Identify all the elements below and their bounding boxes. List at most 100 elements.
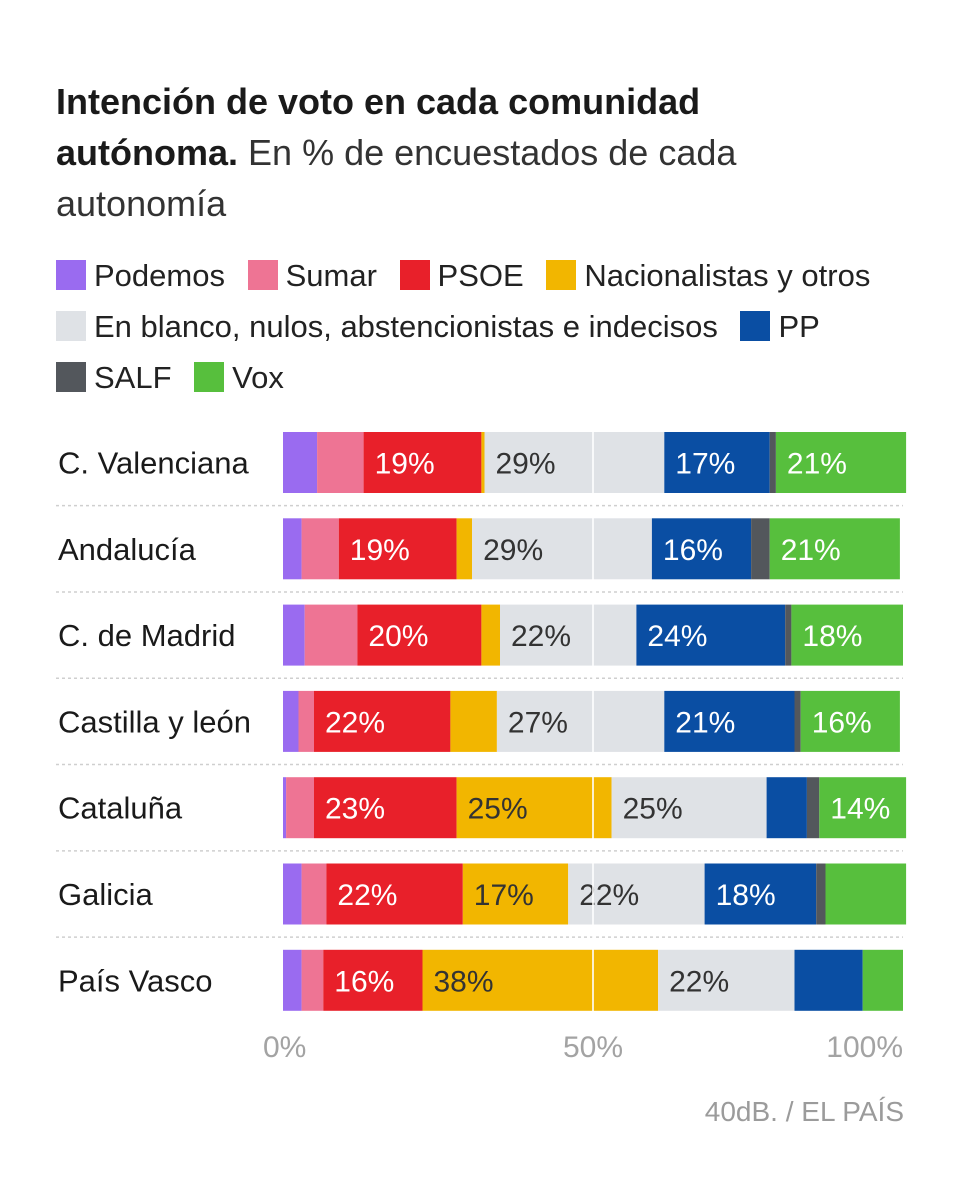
bar-segment-pp [664, 432, 770, 493]
data-label: 19% [375, 448, 435, 481]
legend-swatch [56, 260, 86, 290]
bar-segment-nacionalistas-y-otros [481, 604, 500, 666]
bar-segment-vox [800, 690, 900, 752]
bar-segment-psoe [314, 690, 451, 752]
legend-swatch [56, 311, 86, 341]
bar-segment-pp [664, 690, 795, 752]
bar-segment-podemos [283, 690, 299, 752]
x-tick-label: 0% [263, 1031, 306, 1064]
bar-segment-podemos [283, 518, 302, 580]
legend-item-podemos: Podemos [56, 258, 225, 293]
data-label: 21% [781, 534, 841, 567]
legend-item-psoe: PSOE [399, 258, 524, 293]
legend-label: PSOE [437, 258, 524, 293]
data-label: 18% [716, 879, 776, 912]
bar-segment-podemos [283, 432, 318, 493]
data-label: 22% [325, 706, 385, 739]
legend-label: Sumar [285, 258, 377, 293]
bar-segment-nacionalistas-y-otros [450, 690, 497, 752]
legend-item-vox: Vox [194, 360, 284, 395]
data-label: 21% [787, 448, 847, 481]
bar-segment-sumar [301, 863, 327, 925]
data-label: 23% [325, 793, 385, 826]
bar-segment-en-blanco-nulos-abstencionistas-e-indecisos [611, 777, 767, 839]
data-label: 14% [830, 793, 890, 826]
bar-segment-sumar [317, 432, 364, 493]
data-label: 25% [623, 793, 683, 826]
bar-segment-vox [825, 863, 907, 925]
bar-segment-nacionalistas-y-otros [481, 432, 485, 493]
data-label: 22% [511, 620, 571, 653]
data-label: 17% [474, 879, 534, 912]
data-label: 24% [647, 620, 707, 653]
bar-segment-sumar [301, 518, 339, 580]
bar-segment-vox [791, 604, 903, 666]
bar-segment-pp [636, 604, 786, 666]
legend-swatch [546, 260, 577, 290]
chart-title: Intención de voto en cada comunidad autó… [56, 76, 876, 229]
bar-segment-vox [769, 518, 900, 580]
category-label: Andalucía [58, 532, 197, 567]
legend-item-pp: PP [740, 309, 820, 344]
chart-title-bold: Intención de voto en cada comunidad autó… [56, 81, 701, 173]
category-label: Galicia [58, 877, 154, 912]
bar-segment-en-blanco-nulos-abstencionistas-e-indecisos [500, 604, 637, 666]
bar-segment-pp [766, 777, 807, 839]
legend-item-sumar: Sumar [247, 258, 377, 293]
bar-segment-vox [862, 949, 903, 1011]
bar-segment-en-blanco-nulos-abstencionistas-e-indecisos [484, 432, 665, 493]
legend-swatch [740, 311, 771, 341]
legend-label: SALF [94, 360, 172, 395]
legend-label: Vox [232, 360, 284, 395]
bar-segment-podemos [283, 604, 305, 666]
legend-item-en-blanco-nulos-abstencionistas-e-indecisos: En blanco, nulos, abstencionistas e inde… [56, 309, 718, 344]
chart-subtitle: En % de encuestados de cada autonomía [56, 132, 737, 224]
bar-segment-podemos [283, 777, 287, 839]
category-label: Castilla y león [58, 704, 251, 739]
bar-segment-psoe [326, 863, 463, 925]
data-label: 21% [675, 706, 735, 739]
bar-segment-pp [794, 949, 863, 1011]
data-label: 16% [812, 706, 872, 739]
legend-label: PP [778, 309, 820, 344]
bar-segment-nacionalistas-y-otros [462, 863, 569, 925]
bar-segment-psoe [338, 518, 457, 580]
bar-segment-sumar [286, 777, 314, 839]
bar-segment-salf [816, 863, 826, 925]
data-label: 29% [483, 534, 543, 567]
chart-legend: Podemos Sumar PSOE Nacionalistas y otros… [56, 250, 896, 403]
bar-segment-en-blanco-nulos-abstencionistas-e-indecisos [496, 690, 665, 752]
bar-segment-salf [794, 690, 801, 752]
bar-segment-nacionalistas-y-otros [456, 518, 473, 580]
data-label: 18% [802, 620, 862, 653]
data-label: 16% [334, 965, 394, 998]
bar-segment-sumar [301, 949, 324, 1011]
data-label: 20% [368, 620, 428, 653]
bar-segment-pp [651, 518, 752, 580]
x-tick-label: 50% [563, 1031, 623, 1064]
legend-item-nacionalistas-y-otros: Nacionalistas y otros [546, 258, 870, 293]
legend-swatch [194, 362, 225, 392]
bar-segment-psoe [314, 777, 457, 839]
category-label: C. de Madrid [58, 618, 235, 653]
bar-segment-vox [819, 777, 907, 839]
legend-label: Podemos [94, 258, 225, 293]
data-label: 25% [468, 793, 528, 826]
bar-segment-en-blanco-nulos-abstencionistas-e-indecisos [658, 949, 795, 1011]
bar-segment-nacionalistas-y-otros [456, 777, 612, 839]
data-label: 16% [663, 534, 723, 567]
legend-item-salf: SALF [56, 360, 172, 395]
legend-swatch [56, 362, 86, 392]
bar-segment-en-blanco-nulos-abstencionistas-e-indecisos [568, 863, 705, 925]
bar-segment-pp [704, 863, 817, 925]
stacked-bar-chart: C. Valenciana 19% 29% 17% 21% Andalucía 19% 29%… [56, 430, 907, 1064]
bar-segment-psoe [323, 949, 423, 1011]
bar-segment-podemos [283, 863, 302, 925]
data-label: 22% [579, 879, 639, 912]
data-label: 27% [508, 706, 568, 739]
legend-swatch [247, 260, 278, 290]
legend-swatch [399, 260, 430, 290]
bar-segment-salf [769, 432, 776, 493]
legend-label: En blanco, nulos, abstencionistas e inde… [94, 309, 718, 344]
bar-segment-podemos [283, 949, 302, 1011]
